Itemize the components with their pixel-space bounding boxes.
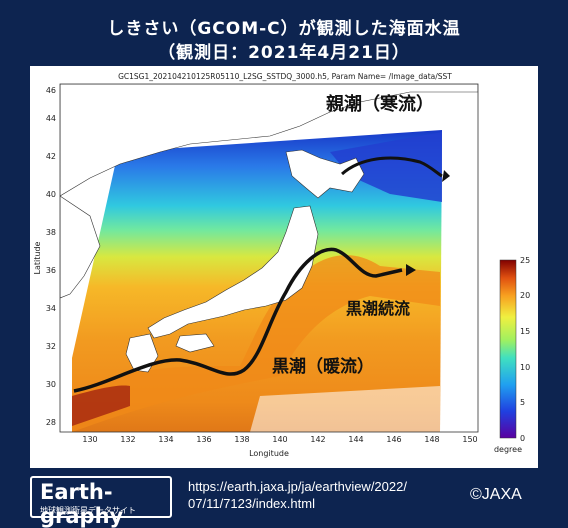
svg-text:44: 44 [46, 114, 56, 123]
label-oyashio: 親潮（寒流） [326, 93, 434, 115]
colorbar-unit: degree [494, 445, 522, 454]
sst-map: GC1SG1_202104210125R05110_L2SG_SSTDQ_300… [33, 72, 530, 458]
colorbar [499, 259, 517, 439]
svg-text:138: 138 [234, 435, 249, 444]
kuroshio-arrow [73, 247, 403, 393]
page-title: しきさい（GCOM-C）が観測した海面水温 [107, 19, 461, 39]
svg-text:136: 136 [196, 435, 211, 444]
logo-subtitle: 地球観測衛星データサイト [40, 506, 136, 515]
honshu [147, 205, 319, 339]
hokkaido [285, 149, 365, 199]
svg-text:146: 146 [386, 435, 401, 444]
svg-text:140: 140 [272, 435, 287, 444]
svg-text:32: 32 [46, 342, 56, 351]
earth-graphy-logo[interactable]: Earth-graphy 地球観測衛星データサイト [30, 476, 172, 528]
shikoku [175, 333, 215, 353]
label-kuroshio-extension: 黒潮続流 [346, 299, 410, 318]
colorbar-ticks: 0 5 10 15 20 25 [520, 256, 530, 443]
svg-text:132: 132 [120, 435, 135, 444]
svg-text:5: 5 [520, 398, 525, 407]
svg-text:130: 130 [82, 435, 97, 444]
korea [60, 195, 101, 299]
svg-text:20: 20 [520, 291, 530, 300]
page-subtitle: （観測日：2021年4月21日） [158, 43, 410, 63]
svg-text:30: 30 [46, 380, 56, 389]
svg-text:38: 38 [46, 228, 56, 237]
url-line-2: 07/11/7123/index.html [188, 496, 315, 511]
continent [60, 84, 478, 197]
kyushu [125, 333, 159, 373]
x-axis: 130 132 134 136 138 140 142 144 146 148 … [82, 435, 477, 444]
svg-text:42: 42 [46, 152, 56, 161]
svg-text:25: 25 [520, 256, 530, 265]
svg-text:28: 28 [46, 418, 56, 427]
plot-frame [59, 83, 479, 433]
logo-text: Earth-graphy [40, 480, 124, 528]
sst-map-panel: GC1SG1_202104210125R05110_L2SG_SSTDQ_300… [30, 66, 538, 468]
file-header: GC1SG1_202104210125R05110_L2SG_SSTDQ_300… [118, 72, 452, 81]
oyashio-arrow [341, 156, 443, 178]
svg-text:150: 150 [462, 435, 477, 444]
svg-text:46: 46 [46, 86, 56, 95]
x-axis-label: Longitude [249, 449, 289, 458]
label-kuroshio: 黒潮（暖流） [272, 356, 374, 377]
y-axis-label: Latitude [33, 241, 42, 274]
y-axis: 28 30 32 34 36 38 40 42 44 46 [46, 86, 56, 427]
svg-text:0: 0 [520, 434, 525, 443]
source-url[interactable]: https://earth.jaxa.jp/ja/earthview/2022/… [188, 478, 407, 512]
svg-text:134: 134 [158, 435, 173, 444]
svg-text:144: 144 [348, 435, 363, 444]
svg-text:40: 40 [46, 190, 56, 199]
svg-text:34: 34 [46, 304, 56, 313]
svg-text:15: 15 [520, 327, 530, 336]
svg-text:148: 148 [424, 435, 439, 444]
url-line-1: https://earth.jaxa.jp/ja/earthview/2022/ [188, 479, 407, 494]
svg-text:142: 142 [310, 435, 325, 444]
copyright-credit: ©JAXA [470, 486, 522, 503]
svg-text:36: 36 [46, 266, 56, 275]
svg-text:10: 10 [520, 363, 530, 372]
